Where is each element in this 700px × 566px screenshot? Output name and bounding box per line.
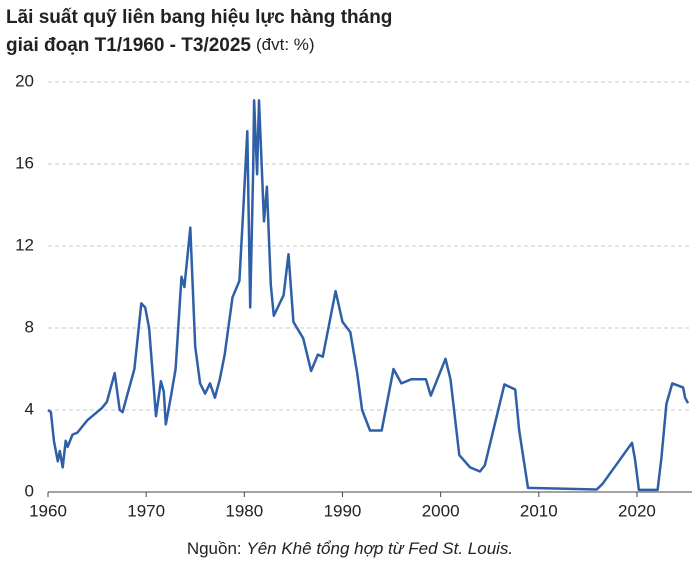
x-tick-label: 1970: [127, 501, 165, 520]
source-note: Nguồn: Yên Khê tổng hợp từ Fed St. Louis…: [187, 539, 513, 558]
chart-title: Lãi suất quỹ liên bang hiệu lực hàng thá…: [6, 7, 392, 28]
x-tick-label: 2020: [618, 501, 656, 520]
y-tick-label: 20: [15, 71, 34, 90]
y-tick-label: 16: [15, 153, 34, 172]
x-tick-label: 2000: [422, 501, 460, 520]
line-series: [47, 99, 690, 492]
y-tick-label: 12: [15, 235, 34, 254]
y-tick-label: 8: [25, 317, 34, 336]
y-tick-label: 0: [25, 481, 34, 500]
source-text: Yên Khê tổng hợp từ Fed St. Louis.: [246, 539, 513, 558]
x-tick-label: 2010: [520, 501, 558, 520]
x-tick-label: 1990: [324, 501, 362, 520]
source-label: Nguồn:: [187, 539, 247, 558]
x-tick-label: 1960: [29, 501, 67, 520]
y-tick-label: 4: [25, 399, 34, 418]
chart-title-line: giai đoạn T1/1960 - T3/2025 (đvt: %): [6, 35, 315, 56]
unit-note: (đvt: %): [256, 35, 315, 54]
chart-title: giai đoạn T1/1960 - T3/2025: [6, 35, 251, 56]
x-tick-label: 1980: [225, 501, 263, 520]
